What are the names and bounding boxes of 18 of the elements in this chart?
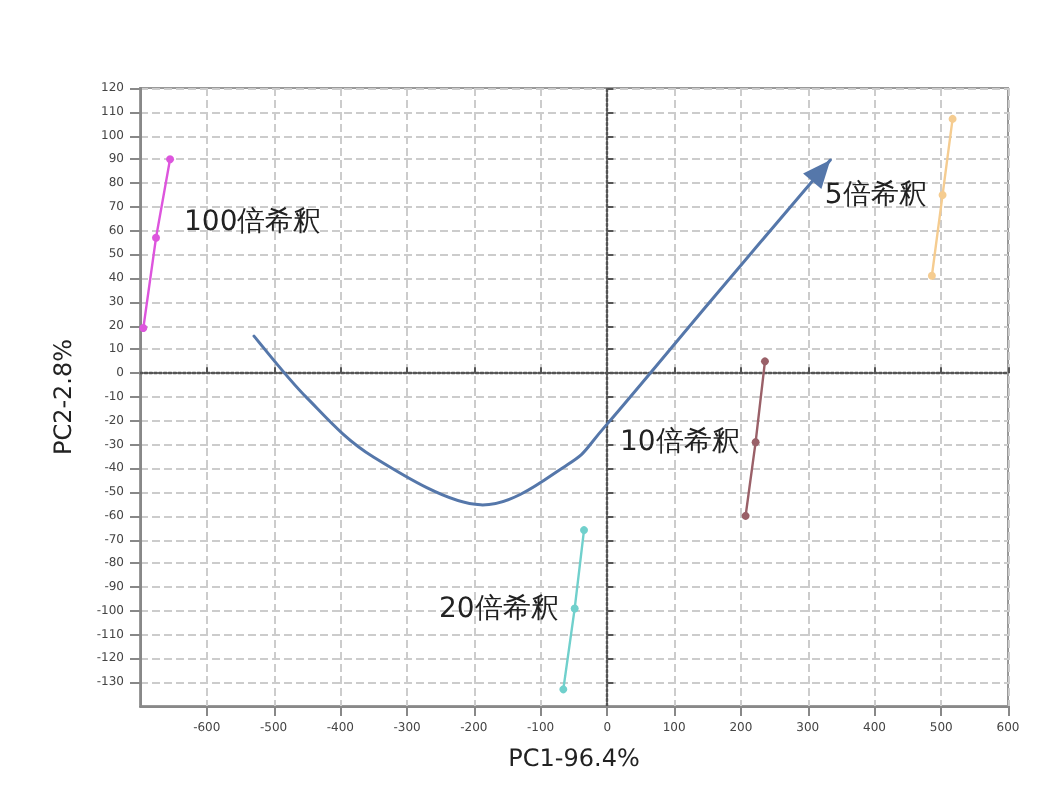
annotation: 5倍希釈 (824, 178, 927, 211)
y-axis-title: PC2-2.8% (48, 338, 77, 456)
point (152, 233, 161, 242)
annotation: 100倍希釈 (184, 205, 322, 238)
point (741, 511, 750, 520)
point (948, 114, 957, 123)
x-axis-title: PC1-96.4% (508, 744, 640, 772)
point (559, 685, 568, 694)
point (751, 438, 760, 447)
point (927, 271, 936, 280)
annotation: 20倍希釈 (439, 592, 559, 625)
point (760, 357, 769, 366)
annotation: 10倍希釈 (619, 426, 740, 459)
point (139, 324, 148, 333)
point (570, 604, 579, 613)
point (580, 526, 589, 535)
point (166, 155, 175, 164)
point (938, 190, 947, 199)
